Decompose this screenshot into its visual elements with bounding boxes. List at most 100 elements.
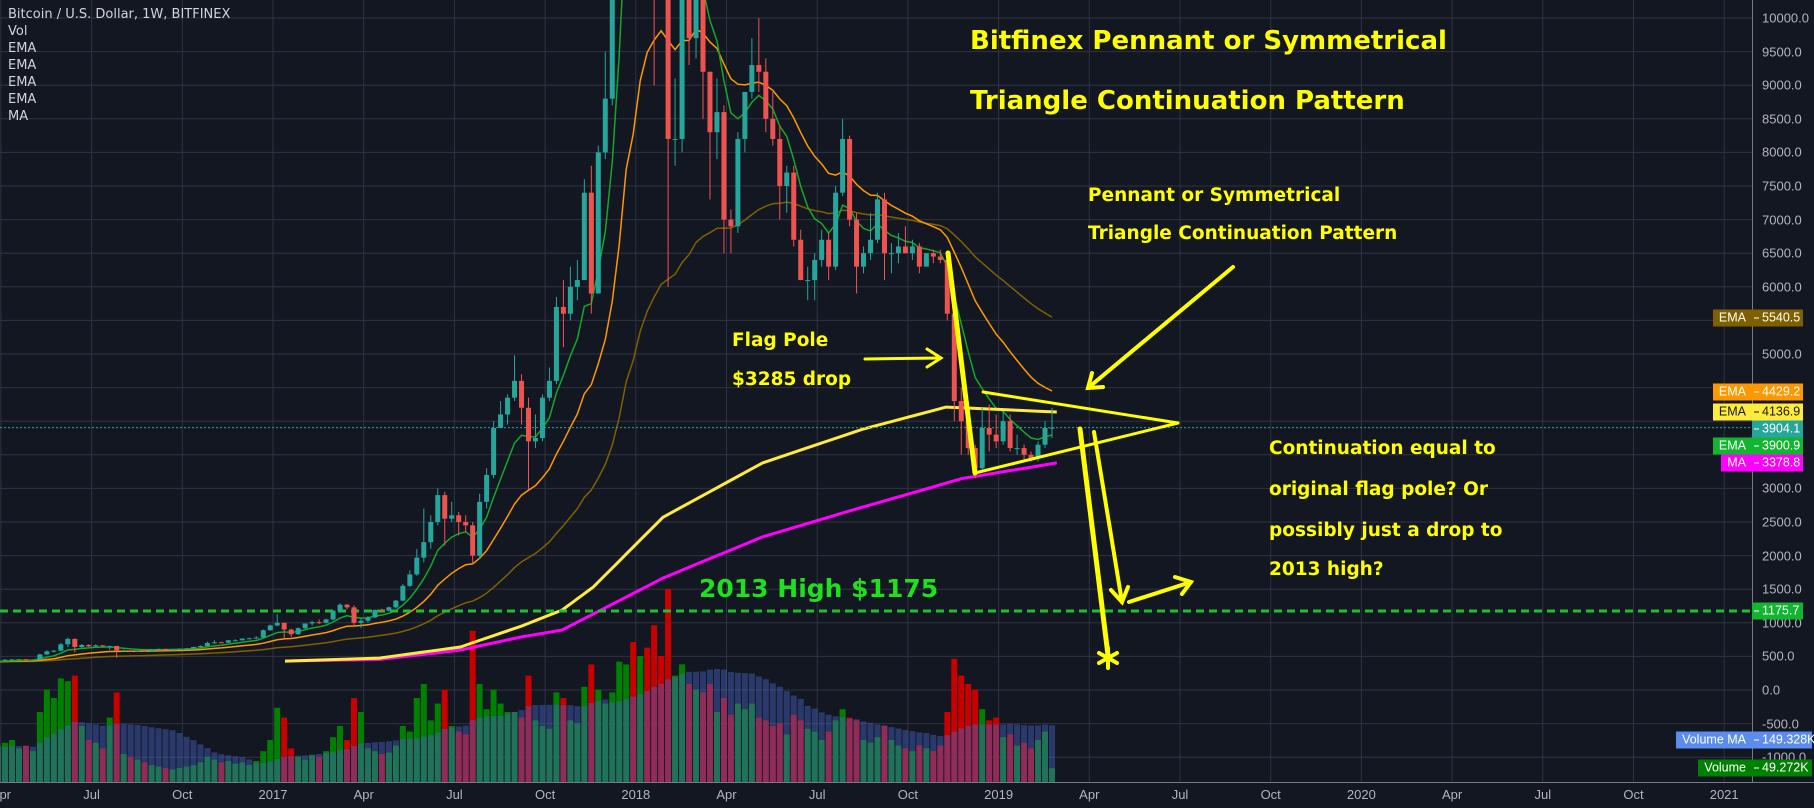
candle-body (316, 622, 322, 624)
price-axis-label: 8000.0 (1762, 144, 1802, 160)
price-tag: 1175.7 (0, 602, 1814, 620)
volume-ma-bar (993, 724, 1000, 782)
volume-ma-bar (700, 671, 706, 782)
time-axis-label: Oct (897, 787, 919, 802)
candle (847, 135, 853, 227)
volume-ma-bar (448, 727, 455, 782)
candle-body (798, 239, 804, 281)
pennant-upper-line[interactable] (981, 390, 1180, 425)
volume-ma-bar (155, 728, 162, 782)
volume-bar (560, 698, 567, 782)
continuation-annotation-line-1[interactable]: Continuation equal to (1269, 438, 1496, 459)
volume-ma-bar (609, 702, 616, 782)
candle-body (142, 651, 148, 653)
price-tag-name: EMA (1712, 403, 1752, 421)
volume-bar (769, 726, 776, 782)
continuation-annotation-line-2[interactable]: original flag pole? Or (1269, 479, 1488, 500)
volume-bar (141, 762, 148, 782)
volume-ma-bar (1035, 725, 1042, 782)
pattern-annotation-line-1[interactable]: Pennant or Symmetrical (1088, 185, 1341, 206)
volume-bar (15, 748, 22, 782)
candle-body (337, 604, 343, 611)
full-pole-projection-line[interactable] (1077, 426, 1111, 658)
legend-volume[interactable]: Vol (8, 24, 28, 39)
time-axis-label: Jul (446, 787, 463, 802)
volume-bar (316, 756, 323, 782)
candle (574, 259, 580, 301)
candle-body (246, 638, 252, 640)
candle (512, 355, 518, 402)
volume-ma-bar (1028, 725, 1035, 782)
pennant-arrow[interactable] (1085, 265, 1235, 391)
legend-ema-3[interactable]: EMA (8, 75, 37, 90)
volume-ma-bar (965, 726, 972, 782)
volume-bar (497, 703, 504, 782)
volume-ma-bar (741, 673, 748, 782)
volume-bar (944, 712, 951, 782)
continuation-annotation-line-3[interactable]: possibly just a drop to (1269, 520, 1503, 541)
volume-bar (853, 720, 860, 782)
candle-body (37, 654, 43, 660)
high-2013-annotation[interactable]: 2013 High $1175 (699, 574, 939, 603)
legend-ema-2[interactable]: EMA (8, 58, 37, 73)
legend-ma[interactable]: MA (8, 109, 29, 124)
continuation-annotation-line-4[interactable]: 2013 high? (1269, 559, 1384, 580)
candle-body (1028, 454, 1034, 459)
time-axis-label: Jul (808, 787, 826, 802)
time-axis-label: Apr (0, 787, 12, 802)
candle (567, 266, 573, 321)
candle-body (735, 138, 741, 227)
volume-bar (958, 675, 965, 782)
volume-bar (825, 731, 832, 782)
title-annotation-line-2[interactable]: Triangle Continuation Pattern (970, 86, 1405, 116)
volume-ma-bar (15, 746, 22, 782)
bounce-arrow[interactable] (1127, 575, 1195, 604)
symbol-title[interactable]: Bitcoin / U.S. Dollar, 1W, BITFINEX (8, 7, 231, 22)
candle-body (281, 622, 287, 630)
volume-bar (972, 689, 979, 782)
candle-body (323, 619, 329, 623)
candle (840, 118, 846, 197)
drop-to-2013-high-arrow[interactable] (1092, 430, 1130, 606)
pattern-annotation-line-2[interactable]: Triangle Continuation Pattern (1088, 223, 1398, 244)
candle-body (895, 246, 901, 254)
candle (875, 192, 880, 244)
candle-body (686, 0, 692, 39)
volume-ma-bar (930, 734, 937, 782)
volume-bar (197, 762, 204, 782)
legend-ema-1[interactable]: EMA (8, 41, 37, 56)
flag-pole-arrow[interactable] (863, 347, 944, 369)
candle-body (714, 112, 720, 133)
candle (930, 249, 936, 264)
candle (281, 622, 287, 640)
volume-ma-bar (309, 754, 316, 782)
volume-ma-bar (92, 724, 99, 782)
candle (190, 646, 196, 649)
time-axis-label: 2018 (621, 787, 651, 802)
time-axis-label: Oct (534, 787, 556, 802)
price-tag-name: Volume (1698, 759, 1752, 777)
volume-ma-bar (141, 726, 148, 782)
flag-pole-line[interactable] (945, 250, 978, 476)
candle (246, 637, 252, 640)
candle-body (190, 646, 196, 649)
price-axis-label: 7500.0 (1762, 178, 1802, 194)
title-annotation-line-1[interactable]: Bitfinex Pennant or Symmetrical (970, 26, 1447, 56)
legend-ema-4[interactable]: EMA (8, 92, 37, 107)
time-axis-label: Jul (1171, 787, 1189, 802)
pennant-lower-line[interactable] (973, 421, 1180, 475)
candle-body (128, 650, 134, 652)
volume-ma-bar (441, 729, 448, 782)
volume-ma-bar (378, 741, 385, 782)
flag-drop-annotation[interactable]: $3285 drop (732, 369, 852, 390)
flag-pole-annotation[interactable]: Flag Pole (732, 330, 829, 351)
volume-bar (609, 692, 616, 782)
volume-ma-bar (651, 686, 658, 782)
volume-ma-bar (364, 742, 371, 782)
candle-body (274, 622, 280, 626)
volume-bar (818, 740, 825, 782)
candle-body (1042, 427, 1048, 445)
time-axis-label: Apr (353, 787, 374, 802)
volume-bar (706, 684, 713, 782)
